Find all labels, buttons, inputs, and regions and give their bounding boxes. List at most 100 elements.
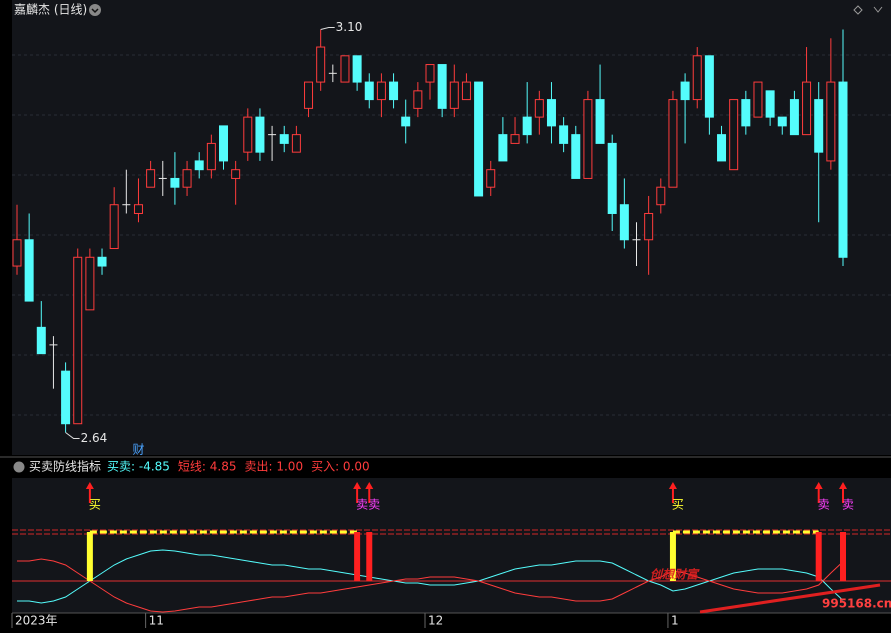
candle-body: [304, 81, 314, 109]
x-tick-label: 12: [428, 614, 443, 628]
candle-body: [583, 99, 593, 179]
price-panel: [12, 0, 891, 455]
candle-body: [607, 142, 617, 214]
event-marker: 财: [132, 443, 144, 457]
candle-body: [571, 134, 581, 179]
candle-body: [61, 370, 71, 425]
candle-body: [534, 99, 544, 118]
candle-body: [36, 326, 46, 355]
candle-body: [243, 116, 253, 153]
x-tick-label: 1: [671, 614, 679, 628]
candle-body: [595, 99, 605, 144]
candle-body: [802, 81, 812, 136]
candle-body: [279, 134, 289, 144]
x-tick-label: 11: [149, 614, 164, 628]
indicator-dropdown[interactable]: [13, 461, 25, 473]
candle-body: [194, 160, 204, 171]
signal-bar: [669, 532, 676, 581]
candle-body: [680, 81, 690, 101]
indicator-line: [17, 558, 844, 613]
signal-arrow-head: [353, 482, 362, 489]
annotation-arrow: [65, 432, 80, 439]
signal-arrow-head: [85, 482, 94, 489]
signal-label: 买: [89, 498, 101, 512]
annotation-label: 2.64: [81, 431, 108, 445]
signal-arrow-head: [365, 482, 374, 489]
indicator-title: 买卖防线指标: [29, 459, 101, 474]
candle-body: [777, 116, 787, 127]
candle-body: [486, 169, 496, 188]
candle-body: [109, 204, 119, 250]
chart-title: 嘉麟杰 (日线): [14, 2, 87, 17]
title-dropdown[interactable]: [89, 4, 101, 16]
candle-body: [206, 142, 216, 171]
candle-body: [389, 81, 399, 101]
candle-body: [133, 204, 143, 214]
legend-entry: 卖出: 1.00: [245, 460, 304, 474]
indicator-line: [17, 549, 844, 604]
candle-body: [498, 134, 508, 162]
candle-body: [656, 186, 666, 206]
signal-bar: [840, 532, 846, 581]
candle-body: [316, 46, 326, 83]
signal-label: 卖: [818, 498, 830, 512]
candle-body: [413, 90, 423, 109]
signal-bar: [366, 532, 373, 581]
candle-body: [340, 55, 350, 83]
candle-body: [753, 81, 763, 118]
candle-body: [401, 116, 411, 127]
candle-body: [182, 169, 192, 188]
candle-body: [364, 81, 374, 101]
candle-body: [255, 116, 265, 153]
candle-body: [789, 99, 799, 136]
candle-body: [510, 134, 520, 144]
candle-body: [826, 81, 836, 162]
annotation-arrow: [320, 27, 335, 31]
candle-body: [546, 99, 556, 127]
candle-body: [146, 169, 156, 188]
legend-entry: 短线: 4.85: [178, 460, 237, 474]
signal-label: 卖: [368, 498, 380, 512]
candle-body: [425, 64, 435, 83]
candle-body: [24, 239, 34, 302]
candle-body: [73, 256, 83, 425]
candle-body: [644, 212, 654, 241]
signal-arrow-head: [814, 482, 823, 489]
candle-body: [12, 239, 22, 267]
legend-entry: 买卖: -4.85: [107, 460, 170, 474]
signal-label: 卖: [356, 498, 368, 512]
candle-body: [170, 177, 180, 188]
signal-label: 买: [672, 498, 684, 512]
watermark-swoosh: [699, 583, 881, 614]
candle-body: [376, 81, 386, 101]
candle-body: [765, 90, 775, 118]
annotation-label: 3.10: [336, 20, 363, 34]
candle-body: [461, 81, 471, 101]
candle-body: [704, 55, 714, 118]
watermark-url: 995168.cn: [822, 597, 891, 611]
candle-body: [219, 125, 228, 162]
candle-body: [559, 125, 569, 144]
candle-body: [668, 99, 678, 188]
candle-body: [741, 99, 751, 127]
candle-body: [474, 81, 484, 197]
candle-body: [619, 204, 629, 241]
candle-body: [692, 55, 702, 101]
menu-icon[interactable]: [873, 6, 883, 13]
x-tick-label: 2023年: [15, 614, 58, 628]
candle-body: [437, 64, 447, 109]
candle-body: [352, 55, 362, 83]
legend-entry: 买入: 0.00: [311, 460, 370, 474]
dropdown-arrow: [91, 8, 99, 14]
signal-bar: [86, 532, 93, 581]
signal-bar: [815, 532, 822, 581]
diamond-icon[interactable]: [853, 5, 863, 15]
candle-body: [85, 256, 95, 311]
candle-body: [97, 256, 107, 267]
signal-label: 卖: [842, 498, 854, 512]
candle-body: [231, 169, 241, 179]
candle-body: [449, 81, 459, 109]
signal-arrow-head: [839, 482, 847, 489]
candle-body: [838, 81, 848, 258]
